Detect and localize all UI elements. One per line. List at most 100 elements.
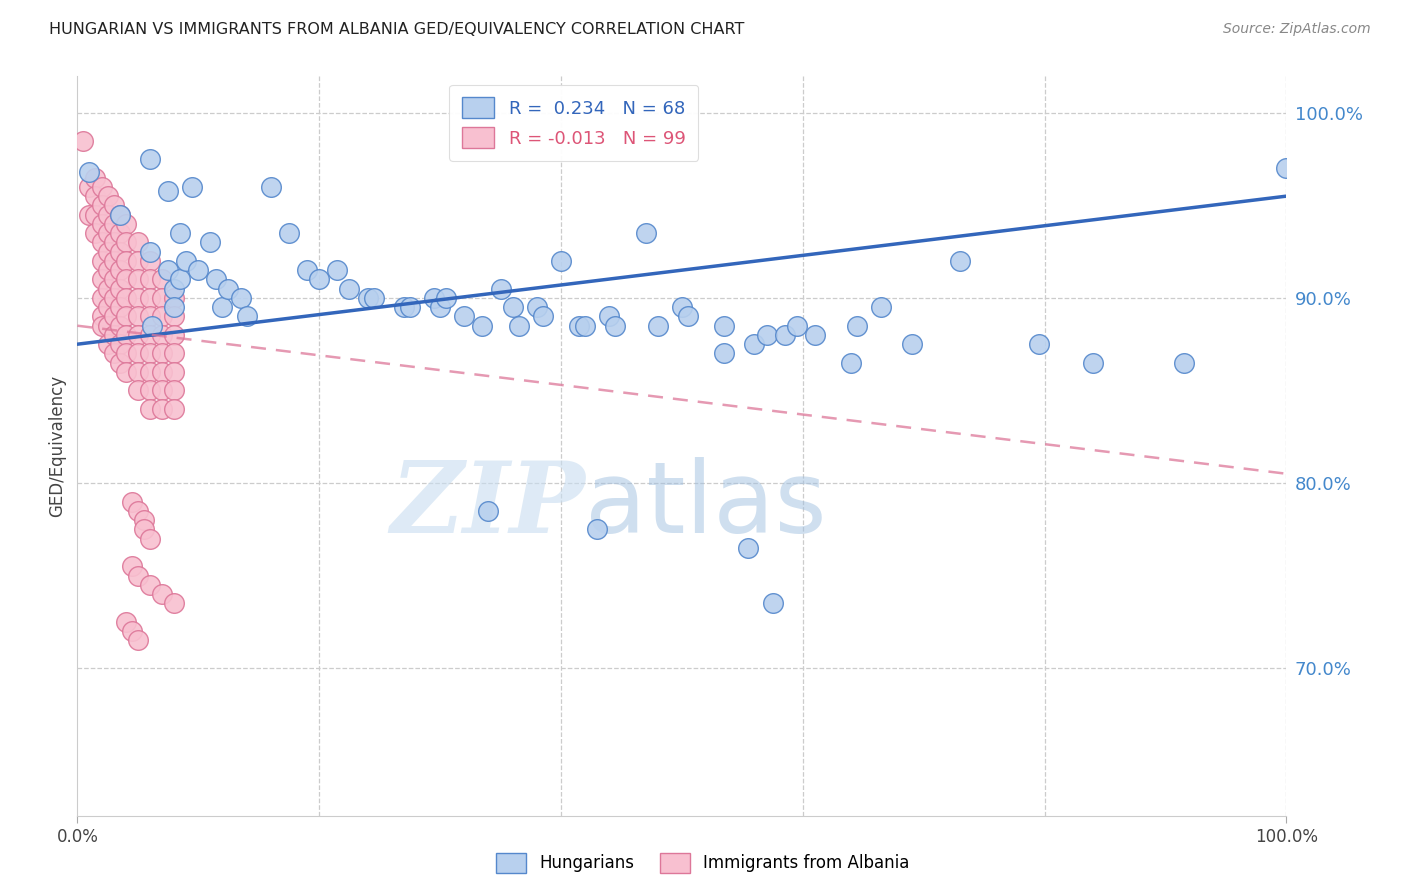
Point: [1275, 161, 1298, 176]
Point: [114, 310, 136, 324]
Point: [96, 226, 118, 240]
Legend: Hungarians, Immigrants from Albania: Hungarians, Immigrants from Albania: [489, 847, 917, 880]
Point: [574, 318, 596, 333]
Point: [713, 318, 735, 333]
Point: [150, 327, 173, 342]
Point: [96, 189, 118, 203]
Point: [79, 179, 101, 194]
Point: [108, 300, 131, 314]
Point: [163, 596, 186, 610]
Point: [127, 568, 149, 582]
Point: [127, 365, 149, 379]
Point: [434, 291, 457, 305]
Point: [308, 272, 330, 286]
Point: [326, 263, 349, 277]
Point: [108, 318, 131, 333]
Point: [218, 282, 240, 296]
Point: [103, 217, 125, 231]
Text: HUNGARIAN VS IMMIGRANTS FROM ALBANIA GED/EQUIVALENCY CORRELATION CHART: HUNGARIAN VS IMMIGRANTS FROM ALBANIA GED…: [49, 22, 745, 37]
Point: [489, 282, 512, 296]
Point: [90, 253, 112, 268]
Point: [150, 346, 173, 360]
Point: [127, 253, 149, 268]
Point: [502, 300, 524, 314]
Point: [139, 532, 162, 546]
Point: [949, 253, 972, 268]
Point: [744, 337, 766, 351]
Point: [121, 624, 143, 638]
Point: [773, 327, 796, 342]
Point: [84, 170, 107, 185]
Point: [846, 318, 869, 333]
Point: [127, 310, 149, 324]
Point: [114, 272, 136, 286]
Point: [127, 384, 149, 398]
Point: [260, 179, 283, 194]
Point: [139, 152, 162, 166]
Point: [108, 356, 131, 370]
Point: [121, 494, 143, 508]
Point: [139, 365, 162, 379]
Point: [150, 365, 173, 379]
Point: [453, 310, 475, 324]
Point: [114, 327, 136, 342]
Point: [108, 208, 131, 222]
Point: [163, 282, 186, 296]
Point: [1028, 337, 1050, 351]
Point: [132, 522, 155, 536]
Point: [103, 272, 125, 286]
Point: [1173, 356, 1195, 370]
Point: [114, 365, 136, 379]
Text: ZIP: ZIP: [391, 457, 585, 553]
Point: [339, 282, 360, 296]
Point: [804, 327, 827, 342]
Point: [96, 263, 118, 277]
Point: [392, 300, 415, 314]
Point: [423, 291, 446, 305]
Point: [127, 633, 149, 648]
Point: [108, 208, 131, 222]
Point: [205, 272, 228, 286]
Point: [839, 356, 862, 370]
Point: [79, 165, 101, 179]
Point: [90, 291, 112, 305]
Point: [1081, 356, 1104, 370]
Point: [163, 291, 186, 305]
Point: [163, 365, 186, 379]
Text: Source: ZipAtlas.com: Source: ZipAtlas.com: [1223, 22, 1371, 37]
Point: [121, 559, 143, 574]
Point: [103, 346, 125, 360]
Point: [399, 300, 422, 314]
Point: [96, 208, 118, 222]
Point: [526, 300, 548, 314]
Point: [676, 310, 699, 324]
Point: [139, 578, 162, 592]
Point: [127, 327, 149, 342]
Point: [114, 615, 136, 629]
Point: [108, 244, 131, 259]
Point: [103, 198, 125, 212]
Point: [508, 318, 530, 333]
Point: [429, 300, 451, 314]
Point: [114, 235, 136, 250]
Point: [229, 291, 252, 305]
Point: [174, 253, 197, 268]
Point: [471, 318, 494, 333]
Point: [163, 346, 186, 360]
Point: [103, 327, 125, 342]
Point: [163, 310, 186, 324]
Point: [163, 300, 186, 314]
Point: [96, 244, 118, 259]
Point: [114, 217, 136, 231]
Point: [90, 318, 112, 333]
Point: [139, 401, 162, 416]
Point: [150, 310, 173, 324]
Point: [127, 346, 149, 360]
Point: [108, 226, 131, 240]
Point: [108, 337, 131, 351]
Point: [139, 244, 162, 259]
Point: [150, 401, 173, 416]
Point: [108, 263, 131, 277]
Point: [356, 291, 378, 305]
Point: [647, 318, 669, 333]
